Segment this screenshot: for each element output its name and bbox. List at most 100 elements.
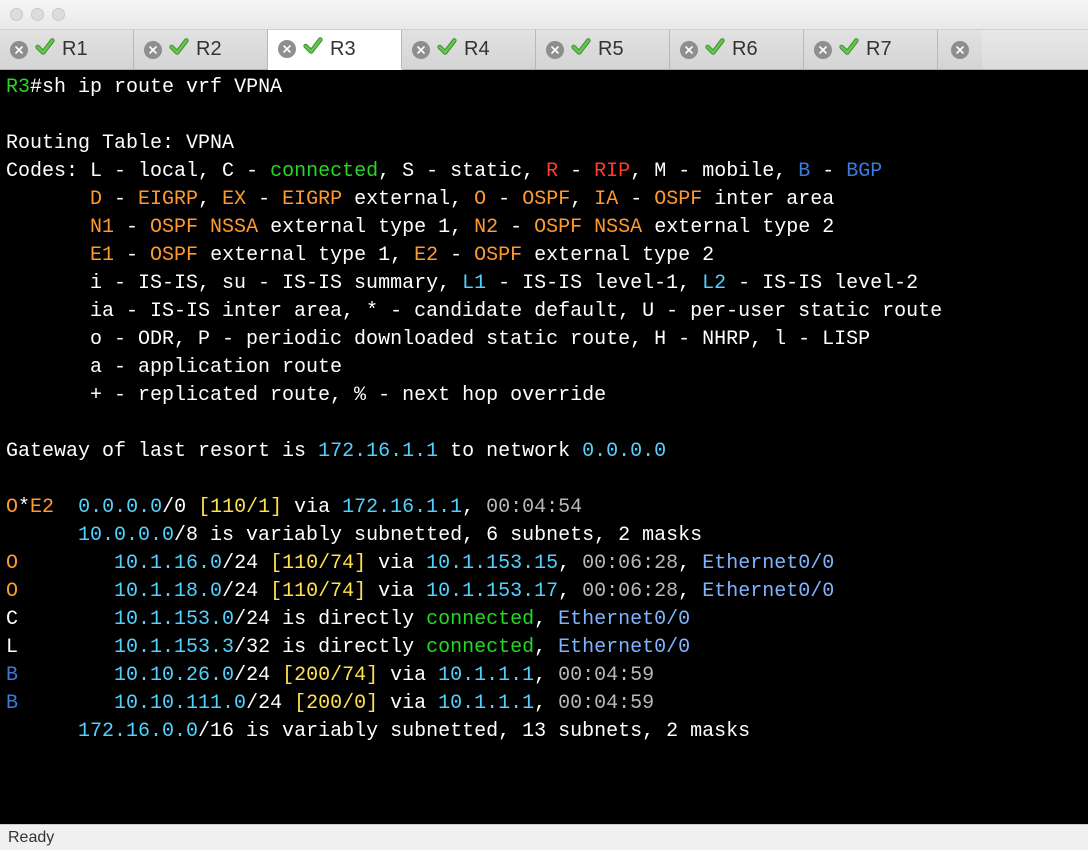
via: via [366,580,426,603]
check-icon [302,35,324,63]
codes-prefix: Codes: [6,160,90,183]
route-net: 10.10.111.0 [114,692,246,715]
ospf-word: OSPF [522,188,570,211]
ospf-word: OSPF [654,188,702,211]
via: via [282,496,342,519]
route-net: 10.10.26.0 [114,664,234,687]
tail: external type 2 [642,216,834,239]
route-net: 10.1.18.0 [114,580,222,603]
comma: , [678,552,702,575]
dash: - [810,160,846,183]
close-icon[interactable] [814,41,832,59]
next-hop: 10.1.153.17 [426,580,558,603]
route-metric: [110/1] [198,496,282,519]
traffic-zoom[interactable] [52,8,65,21]
pad [18,608,114,631]
route-age: 00:06:28 [582,552,678,575]
close-icon[interactable] [278,40,296,58]
route-code: L [6,636,18,659]
check-icon [168,36,190,64]
ospf-nssa-word: OSPF NSSA [534,216,642,239]
via: via [378,692,438,715]
comma: , [534,636,558,659]
prompt-host: R3 [6,76,30,99]
eigrp-word: EIGRP [282,188,342,211]
tail: - per-user static route [654,300,942,323]
close-icon[interactable] [144,41,162,59]
route-metric: [110/74] [270,552,366,575]
tab-r3[interactable]: R3 [268,30,402,70]
tab-r7[interactable]: R7 [804,30,938,69]
comma: , [534,608,558,631]
code-e2: E2 [414,244,438,267]
tab-r5[interactable]: R5 [536,30,670,69]
via: via [366,552,426,575]
indent [6,300,90,323]
route-code: C [6,608,18,631]
tab-label: R7 [866,38,892,61]
terminal-output[interactable]: R3#sh ip route vrf VPNA Routing Table: V… [0,70,1088,824]
app-line: a - application route [90,356,342,379]
close-icon[interactable] [680,41,698,59]
sep: , [570,188,594,211]
tab-label: R4 [464,38,490,61]
gateway-net: 0.0.0.0 [582,440,666,463]
check-icon [436,36,458,64]
route-mask: /24 [246,692,294,715]
dash: - [234,160,270,183]
next-hop: 10.1.1.1 [438,664,534,687]
tab-r1[interactable]: R1 [0,30,134,69]
route-code: B [6,664,18,687]
pad [18,692,114,715]
ospf-nssa-word: OSPF NSSA [150,216,258,239]
directly: /32 is directly [234,636,426,659]
traffic-close[interactable] [10,8,23,21]
prompt-hash: # [30,76,42,99]
route-star: * [18,496,30,519]
isis-text: i - IS-IS, su - IS-IS summary, [90,272,462,295]
route-metric: [110/74] [270,580,366,603]
tail: , M - mobile, [630,160,798,183]
close-icon[interactable] [10,41,28,59]
route-net: 10.1.153.3 [114,636,234,659]
pad [18,580,114,603]
pad [6,524,78,547]
tail: - IS-IS level-1, [486,272,702,295]
tab-label: R5 [598,38,624,61]
indent [6,216,90,239]
code-c: C [222,160,234,183]
code-d: D [90,188,102,211]
route-e2: E2 [30,496,54,519]
tab-r2[interactable]: R2 [134,30,268,69]
gateway-to: to network [438,440,582,463]
dash: - [246,188,282,211]
connected-word: connected [270,160,378,183]
dash: - [558,160,594,183]
tab-overflow[interactable] [938,30,982,69]
route-interface: Ethernet0/0 [702,580,834,603]
close-icon[interactable] [412,41,430,59]
close-icon[interactable] [951,41,969,59]
route-code: O [6,552,18,575]
route-metric: [200/74] [282,664,378,687]
tab-r6[interactable]: R6 [670,30,804,69]
dash: - [114,244,150,267]
summary-net: 172.16.0.0 [78,720,198,743]
tail: - IS-IS level-2 [726,272,918,295]
tab-r4[interactable]: R4 [402,30,536,69]
check-icon [34,36,56,64]
route-age: 00:04:54 [486,496,582,519]
route-age: 00:04:59 [558,692,654,715]
route-age: 00:04:59 [558,664,654,687]
traffic-min[interactable] [31,8,44,21]
dash: - [618,188,654,211]
close-icon[interactable] [546,41,564,59]
tail: external type 1, [198,244,414,267]
check-icon [838,36,860,64]
route-net: 10.1.153.0 [114,608,234,631]
comma: , [558,552,582,575]
indent [6,328,90,351]
rep-line: + - replicated route, % - next hop overr… [90,384,606,407]
route-interface: Ethernet0/0 [702,552,834,575]
route-interface: Ethernet0/0 [558,636,690,659]
